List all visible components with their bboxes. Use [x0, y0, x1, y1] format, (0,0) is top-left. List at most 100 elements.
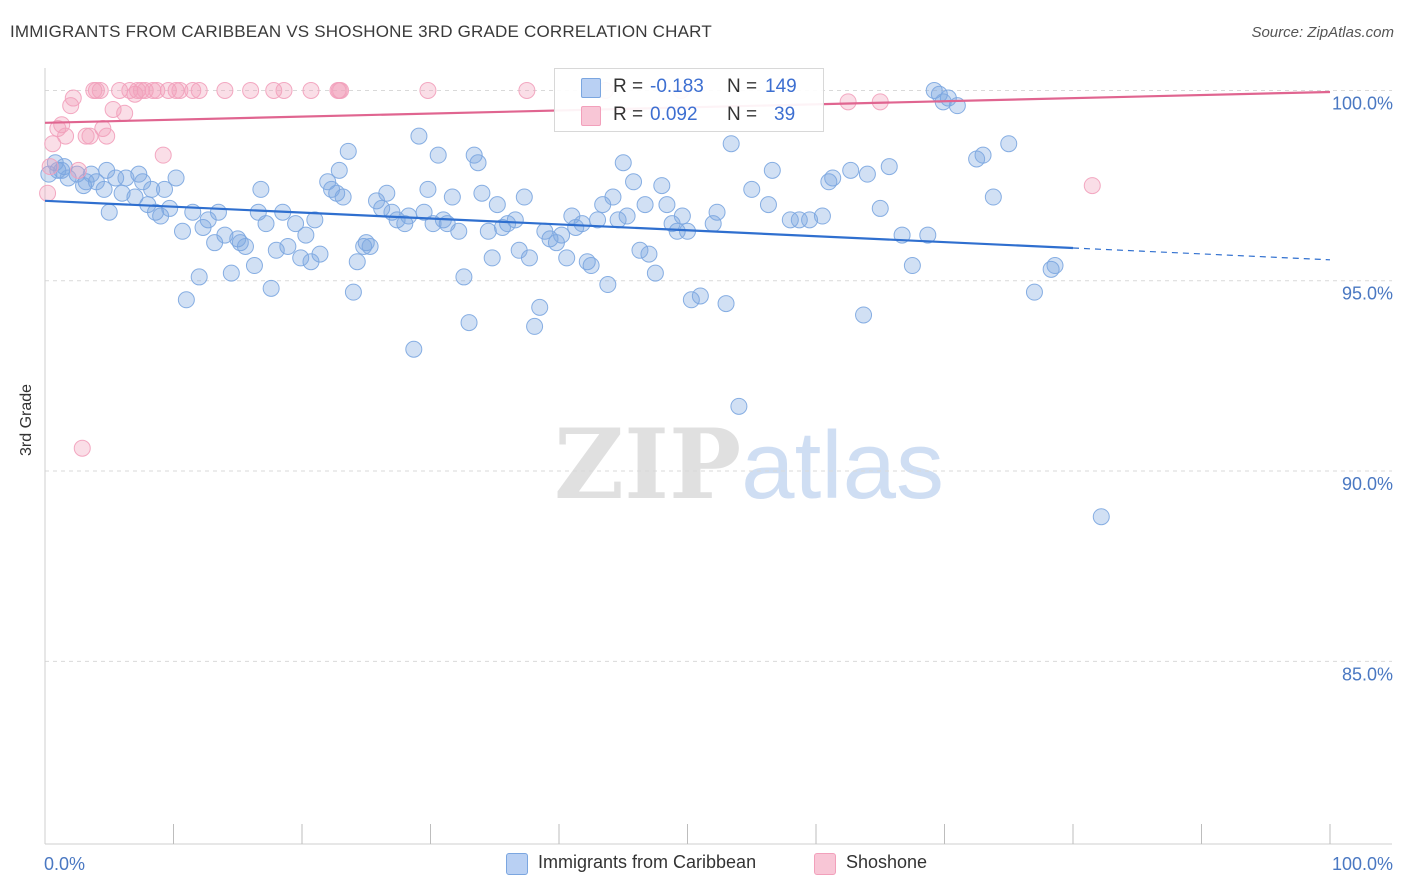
point-caribbean — [636, 196, 654, 214]
point-caribbean — [653, 177, 671, 195]
point-caribbean — [722, 135, 740, 153]
point-shoshone — [167, 81, 185, 99]
point-shoshone — [64, 89, 82, 107]
point-caribbean — [55, 158, 73, 176]
point-shoshone — [265, 81, 283, 99]
legend-n-value-caribbean: 149 — [765, 76, 797, 97]
point-shoshone — [116, 104, 134, 122]
point-caribbean — [297, 226, 315, 244]
point-caribbean — [903, 257, 921, 275]
point-shoshone — [216, 81, 234, 99]
point-caribbean — [143, 180, 161, 198]
y-tick-label: 85.0% — [1342, 664, 1393, 684]
point-caribbean — [759, 196, 777, 214]
point-caribbean — [499, 215, 517, 233]
point-caribbean — [465, 146, 483, 164]
point-shoshone — [148, 81, 166, 99]
point-caribbean — [216, 226, 234, 244]
point-caribbean — [824, 169, 842, 187]
point-caribbean — [334, 188, 352, 206]
point-caribbean — [919, 226, 937, 244]
point-shoshone — [81, 127, 99, 145]
point-shoshone — [302, 81, 320, 99]
point-caribbean — [708, 203, 726, 221]
point-caribbean — [306, 211, 324, 229]
point-caribbean — [1092, 508, 1110, 526]
x-tick-label: 100.0% — [1332, 854, 1393, 874]
point-caribbean — [473, 184, 491, 202]
point-caribbean — [813, 207, 831, 225]
point-caribbean — [319, 173, 337, 191]
point-caribbean — [646, 264, 664, 282]
legend-row-caribbean: R = -0.183 N = 149 — [555, 73, 823, 101]
point-shoshone — [91, 81, 109, 99]
legend-r-label: R = — [613, 76, 644, 97]
legend-r-label: R = — [613, 104, 644, 125]
point-caribbean — [117, 169, 135, 187]
point-caribbean — [361, 237, 379, 255]
point-caribbean — [209, 203, 227, 221]
point-caribbean — [173, 222, 191, 240]
x-tick-label: 0.0% — [44, 854, 85, 874]
trend-line-caribbean-extension — [1072, 247, 1331, 261]
point-caribbean — [161, 199, 179, 217]
point-caribbean — [880, 158, 898, 176]
point-caribbean — [871, 199, 889, 217]
point-caribbean — [279, 237, 297, 255]
point-caribbean — [743, 180, 761, 198]
point-shoshone — [69, 161, 87, 179]
legend-r-value-caribbean: -0.183 — [650, 76, 704, 97]
point-caribbean — [405, 340, 423, 358]
axes — [44, 68, 1392, 845]
point-caribbean — [100, 203, 118, 221]
point-caribbean — [167, 169, 185, 187]
point-caribbean — [790, 211, 808, 229]
point-caribbean — [730, 397, 748, 415]
point-caribbean — [631, 241, 649, 259]
point-caribbean — [262, 279, 280, 297]
point-caribbean — [330, 161, 348, 179]
bottom-legend-label-shoshone: Shoshone — [846, 852, 928, 872]
legend-row-shoshone: R = 0.092 N = 39 — [555, 101, 823, 129]
point-caribbean — [614, 154, 632, 172]
point-caribbean — [515, 188, 533, 206]
legend-box: R = -0.183 N = 149 R = 0.092 N = 39 — [554, 68, 824, 132]
point-shoshone — [53, 116, 71, 134]
point-shoshone — [77, 127, 95, 145]
grid-lines — [45, 89, 1392, 662]
point-caribbean — [443, 188, 461, 206]
point-caribbean — [419, 180, 437, 198]
point-shoshone — [419, 81, 437, 99]
point-caribbean — [469, 154, 487, 172]
point-caribbean — [156, 180, 174, 198]
point-caribbean — [855, 306, 873, 324]
point-caribbean — [339, 142, 357, 160]
point-shoshone — [73, 439, 91, 457]
bottom-legend-label-caribbean: Immigrants from Caribbean — [538, 852, 757, 872]
point-caribbean — [589, 211, 607, 229]
point-caribbean — [682, 291, 700, 309]
chart-title: IMMIGRANTS FROM CARIBBEAN VS SHOSHONE 3R… — [10, 22, 712, 41]
point-shoshone — [171, 81, 189, 99]
point-caribbean — [801, 211, 819, 229]
point-caribbean — [311, 245, 329, 263]
point-caribbean — [781, 211, 799, 229]
point-caribbean — [287, 215, 305, 233]
point-shoshone — [332, 81, 350, 99]
point-caribbean — [553, 226, 571, 244]
point-shoshone — [57, 127, 75, 145]
trend-line-caribbean — [44, 199, 1074, 250]
point-caribbean — [479, 222, 497, 240]
point-caribbean — [400, 207, 418, 225]
point-shoshone — [39, 184, 57, 202]
point-caribbean — [95, 180, 113, 198]
point-shoshone — [132, 81, 150, 99]
point-caribbean — [396, 215, 414, 233]
point-caribbean — [640, 245, 658, 263]
point-caribbean — [604, 188, 622, 206]
point-caribbean — [455, 268, 473, 286]
watermark: ZIPatlas — [554, 408, 944, 521]
point-shoshone — [1083, 177, 1101, 195]
point-shoshone — [44, 135, 62, 153]
